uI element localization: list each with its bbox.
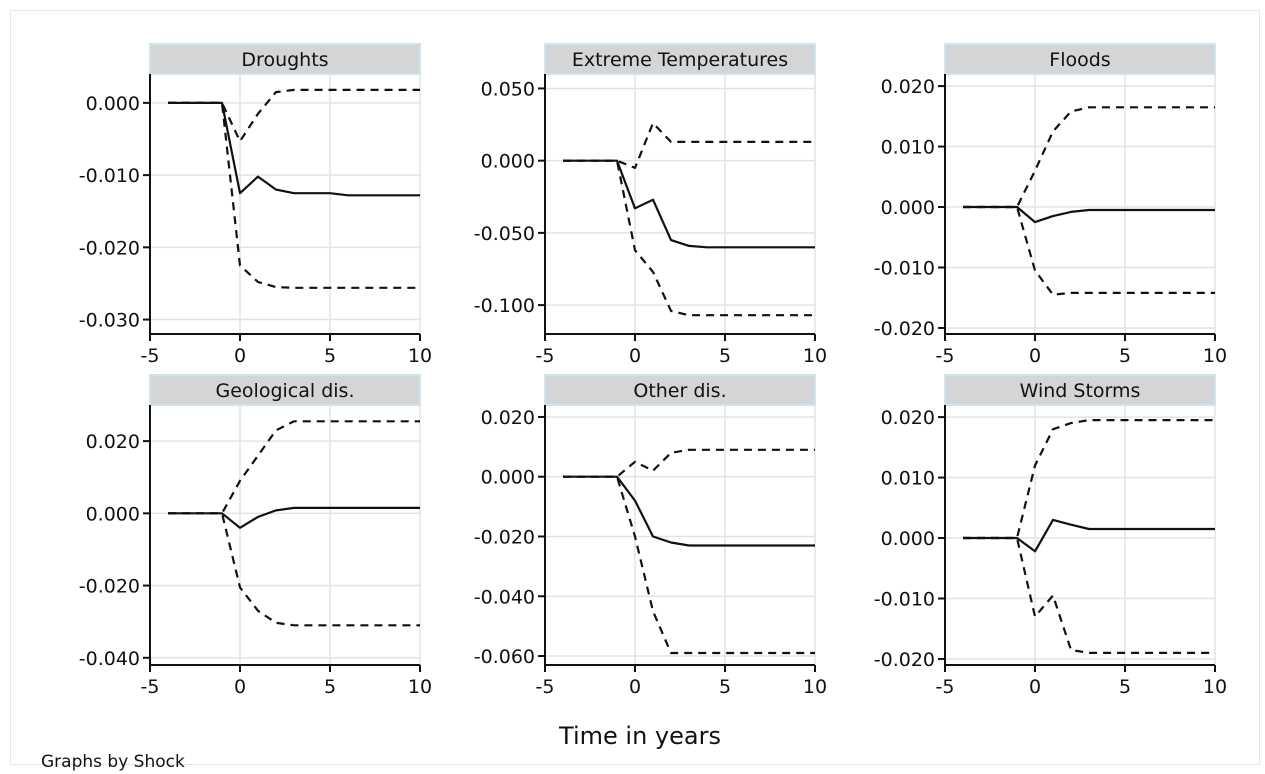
- y-tick-label: -0.100: [474, 295, 535, 317]
- y-tick-label: 0.010: [881, 468, 935, 490]
- y-tick-label: 0.010: [881, 137, 935, 159]
- panel-6: Wind Storms 0.020 0.010 0.000 -0.010 -0.020-5…: [874, 374, 1227, 698]
- upper-bound-line: [168, 88, 420, 143]
- estimate-line: [168, 506, 420, 529]
- x-tick-label: 10: [408, 676, 432, 698]
- y-tick-label: -0.020: [474, 526, 535, 548]
- x-tick-label: 5: [719, 676, 731, 698]
- x-axis-label: Time in years: [558, 722, 721, 750]
- y-tick-label: -0.030: [79, 310, 140, 332]
- estimate-line: [963, 205, 1215, 224]
- x-tick-label: 10: [1203, 676, 1227, 698]
- panel-title: Droughts: [241, 49, 328, 71]
- x-tick-label: 0: [629, 345, 641, 367]
- panel-header: [944, 374, 1216, 406]
- x-tick-label: 10: [1203, 345, 1227, 367]
- y-tick-label: 0.000: [881, 197, 935, 219]
- y-tick-label: -0.020: [79, 237, 140, 259]
- panel-header: [944, 43, 1216, 75]
- x-tick-label: -5: [536, 676, 555, 698]
- lower-bound-line: [563, 475, 815, 655]
- estimate-line: [168, 101, 420, 197]
- panel-1: Droughts 0.000 -0.010 -0.020 -0.030-5 0 5 10: [79, 43, 432, 367]
- panel-header: [149, 43, 421, 75]
- x-tick-label: 5: [324, 345, 336, 367]
- x-tick-label: 5: [1119, 676, 1131, 698]
- x-tick-label: -5: [936, 676, 955, 698]
- y-tick-label: 0.020: [881, 76, 935, 98]
- y-tick-label: -0.020: [874, 318, 935, 340]
- graphs-by-note: Graphs by Shock: [41, 752, 185, 772]
- x-tick-label: -5: [141, 676, 160, 698]
- panel-2: Extreme Temperatures 0.050 0.000 -0.050 -0.1…: [474, 43, 827, 367]
- panel-title: Wind Storms: [1020, 380, 1141, 402]
- estimate-line: [563, 159, 815, 249]
- y-tick-label: 0.000: [86, 503, 140, 525]
- upper-bound-line: [963, 106, 1215, 209]
- y-tick-label: 0.020: [481, 407, 535, 429]
- x-tick-label: -5: [936, 345, 955, 367]
- upper-bound-line: [563, 448, 815, 478]
- y-tick-label: -0.060: [474, 646, 535, 668]
- panel-title: Extreme Temperatures: [572, 49, 788, 71]
- panel-5: Other dis. 0.020 0.000 -0.020 -0.040 -0.060-5…: [474, 374, 827, 698]
- y-tick-label: -0.010: [79, 165, 140, 187]
- y-tick-label: -0.040: [474, 586, 535, 608]
- y-tick-label: -0.010: [874, 257, 935, 279]
- y-tick-label: -0.020: [874, 649, 935, 671]
- lower-bound-line: [563, 159, 815, 317]
- estimate-line: [963, 518, 1215, 553]
- x-tick-label: -5: [141, 345, 160, 367]
- panel-title: Other dis.: [633, 380, 726, 402]
- y-tick-label: -0.040: [79, 648, 140, 670]
- estimate-line: [563, 475, 815, 547]
- x-tick-label: 0: [234, 345, 246, 367]
- panel-3: Floods 0.020 0.010 0.000 -0.010 -0.020-5 0 5 10: [874, 43, 1227, 367]
- upper-bound-line: [963, 419, 1215, 540]
- x-tick-label: 0: [234, 676, 246, 698]
- lower-bound-line: [168, 512, 420, 627]
- panel-header: [544, 43, 816, 75]
- y-tick-label: 0.000: [86, 93, 140, 115]
- lower-bound-line: [963, 205, 1215, 296]
- y-tick-label: 0.000: [481, 151, 535, 173]
- y-tick-label: 0.050: [481, 78, 535, 100]
- x-tick-label: 5: [1119, 345, 1131, 367]
- lower-bound-line: [963, 536, 1215, 655]
- x-tick-label: 10: [408, 345, 432, 367]
- y-tick-label: 0.020: [881, 407, 935, 429]
- upper-bound-line: [168, 420, 420, 515]
- x-tick-label: 0: [1029, 345, 1041, 367]
- panel-4: Geological dis. 0.020 0.000 -0.020 -0.040-5 0…: [79, 374, 432, 698]
- x-tick-label: 10: [803, 676, 827, 698]
- panel-header: [544, 374, 816, 406]
- panel-title: Geological dis.: [216, 380, 355, 402]
- y-tick-label: -0.010: [874, 588, 935, 610]
- y-tick-label: 0.000: [881, 528, 935, 550]
- x-tick-label: 10: [803, 345, 827, 367]
- y-tick-label: 0.020: [86, 431, 140, 453]
- y-tick-label: -0.020: [79, 576, 140, 598]
- x-tick-label: 0: [629, 676, 641, 698]
- y-tick-label: 0.000: [481, 467, 535, 489]
- x-tick-label: -5: [536, 345, 555, 367]
- panel-title: Floods: [1049, 49, 1110, 71]
- x-tick-label: 5: [324, 676, 336, 698]
- y-tick-label: -0.050: [474, 223, 535, 245]
- x-tick-label: 5: [719, 345, 731, 367]
- x-tick-label: 0: [1029, 676, 1041, 698]
- panel-header: [149, 374, 421, 406]
